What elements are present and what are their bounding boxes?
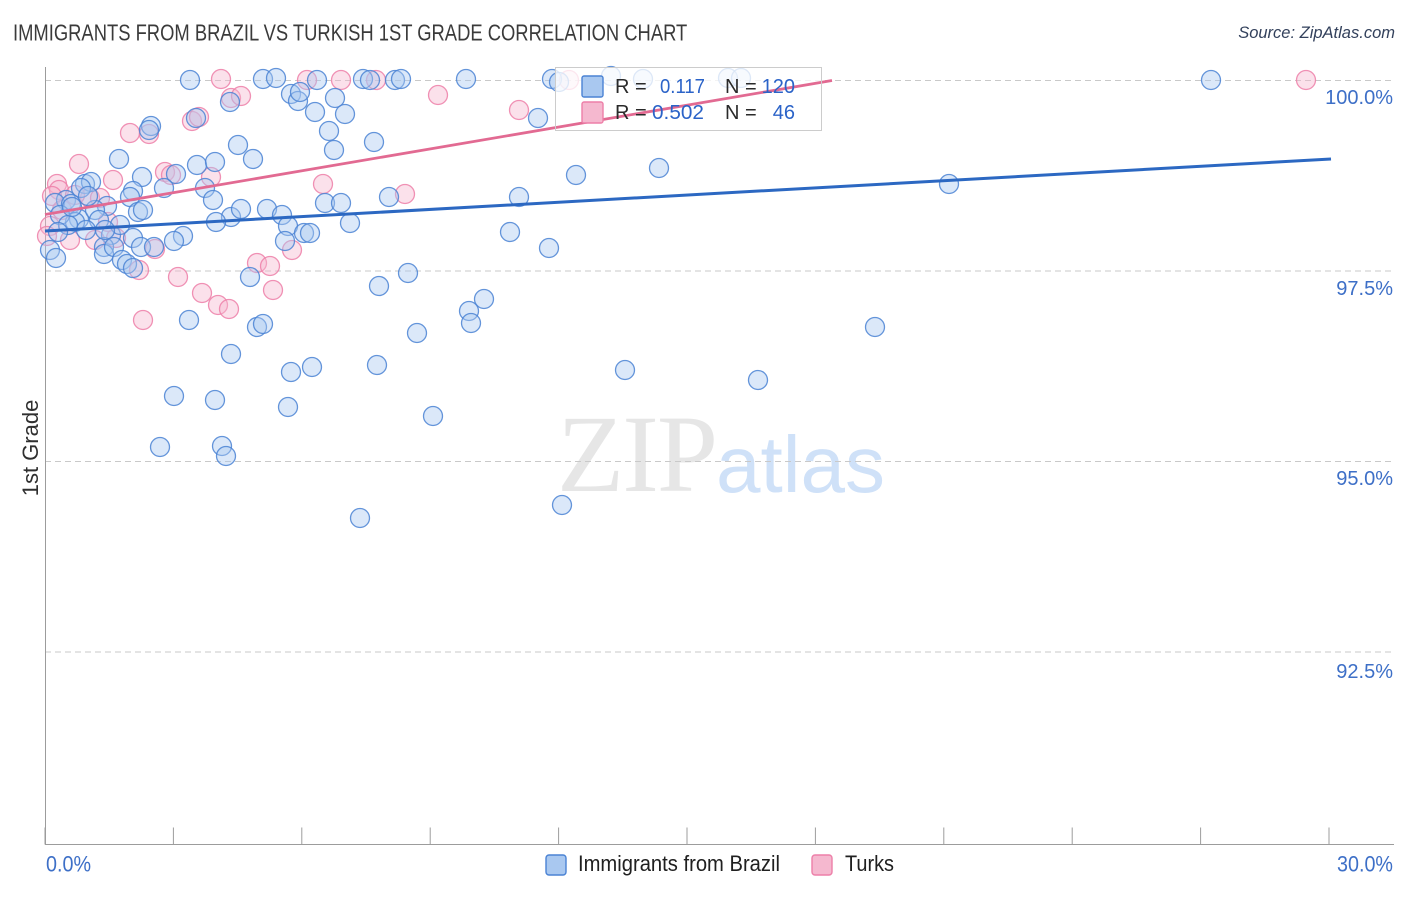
svg-text:atlas: atlas [716, 420, 885, 509]
svg-text:0.502: 0.502 [652, 102, 704, 124]
svg-text:30.0%: 30.0% [1337, 852, 1393, 877]
svg-text:Immigrants from Brazil: Immigrants from Brazil [578, 851, 780, 876]
svg-text:1st Grade: 1st Grade [18, 400, 43, 497]
svg-text:0.0%: 0.0% [46, 852, 91, 877]
svg-text:100.0%: 100.0% [1325, 87, 1393, 109]
svg-text:120: 120 [762, 76, 795, 98]
svg-text:Source: ZipAtlas.com: Source: ZipAtlas.com [1238, 24, 1395, 42]
svg-text:97.5%: 97.5% [1336, 278, 1393, 300]
svg-text:IMMIGRANTS FROM BRAZIL VS TURK: IMMIGRANTS FROM BRAZIL VS TURKISH 1ST GR… [13, 21, 688, 46]
svg-text:92.5%: 92.5% [1336, 661, 1393, 683]
svg-text:Turks: Turks [845, 851, 894, 876]
svg-text:0.117: 0.117 [660, 76, 705, 98]
svg-text:N =: N = [725, 102, 757, 124]
svg-text:46: 46 [773, 102, 795, 124]
svg-text:N =: N = [725, 76, 757, 98]
svg-text:R =: R = [615, 76, 647, 98]
svg-text:R =: R = [615, 102, 647, 124]
svg-text:95.0%: 95.0% [1336, 468, 1393, 490]
svg-text:ZIP: ZIP [557, 393, 716, 515]
